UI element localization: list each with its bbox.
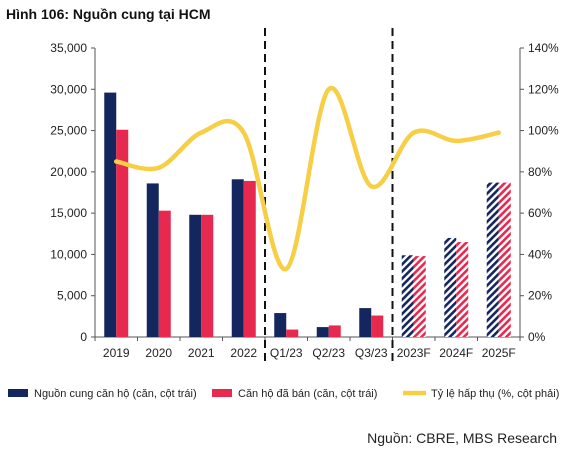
absorption-rate-line xyxy=(114,85,501,272)
x-axis-tick-label: 2021 xyxy=(188,346,215,360)
figure-title: Hình 106: Nguồn cung tại HCM xyxy=(6,6,211,22)
left-axis-tick-label: 30,000 xyxy=(50,82,87,96)
supply-bar xyxy=(401,255,414,337)
supply-bar xyxy=(189,214,202,337)
right-axis-tick-label: 0% xyxy=(528,330,546,344)
supply-bar xyxy=(486,182,499,337)
sold-bar xyxy=(158,210,171,337)
legend-label-sold: Căn hộ đã bán (căn, cột trái) xyxy=(238,388,377,400)
left-axis-tick-label: 25,000 xyxy=(50,124,87,138)
right-axis-tick-label: 140% xyxy=(528,41,559,55)
legend-label-supply: Nguồn cung căn hộ (căn, cột trái) xyxy=(34,388,197,400)
legend-swatch-supply xyxy=(8,389,28,397)
x-axis-tick-label: Q3/23 xyxy=(355,346,388,360)
source-note: Nguồn: CBRE, MBS Research xyxy=(367,430,557,446)
x-axis-tick-label: 2023F xyxy=(397,346,431,360)
supply-bar xyxy=(444,237,457,337)
supply-bar xyxy=(359,308,372,337)
right-axis-tick-label: 100% xyxy=(528,124,559,138)
left-axis-tick-label: 10,000 xyxy=(50,247,87,261)
supply-bar xyxy=(146,183,159,337)
supply-bar xyxy=(231,179,244,337)
left-axis-tick-label: 20,000 xyxy=(50,165,87,179)
legend-label-absorption: Tỷ lệ hấp thụ (%, cột phải) xyxy=(431,388,559,400)
right-axis-tick-label: 40% xyxy=(528,247,552,261)
supply-bar xyxy=(104,92,117,338)
right-axis-tick-label: 60% xyxy=(528,206,552,220)
right-axis-tick-label: 80% xyxy=(528,165,552,179)
x-axis-tick-label: Q2/23 xyxy=(312,346,345,360)
x-axis-tick-label: 2019 xyxy=(103,346,130,360)
x-axis-tick-label: 2022 xyxy=(230,346,257,360)
left-axis-tick-label: 5,000 xyxy=(57,289,87,303)
left-axis-tick-label: 0 xyxy=(80,330,87,344)
sold-bar xyxy=(116,129,129,337)
right-axis-tick-label: 120% xyxy=(528,82,559,96)
sold-bar xyxy=(201,214,214,337)
sold-bar xyxy=(456,242,469,337)
legend-swatch-sold xyxy=(212,389,232,397)
supply-bar xyxy=(274,313,287,337)
left-axis-tick-label: 35,000 xyxy=(50,41,87,55)
sold-bar xyxy=(371,315,384,337)
sold-bar xyxy=(286,329,299,337)
sold-bar xyxy=(328,325,341,337)
right-axis-tick-label: 20% xyxy=(528,289,552,303)
sold-bar xyxy=(498,182,511,337)
sold-bar xyxy=(243,180,256,337)
supply-bar xyxy=(316,327,329,337)
x-axis-tick-label: Q1/23 xyxy=(270,346,303,360)
x-axis-tick-label: 2020 xyxy=(145,346,172,360)
x-axis-tick-label: 2025F xyxy=(482,346,516,360)
x-axis-tick-label: 2024F xyxy=(439,346,473,360)
combo-chart: 0 5,000 10,000 15,000 20,000 25,000 30,000 35,0… xyxy=(8,28,559,400)
sold-bar xyxy=(413,256,426,337)
left-axis-tick-label: 15,000 xyxy=(50,206,87,220)
